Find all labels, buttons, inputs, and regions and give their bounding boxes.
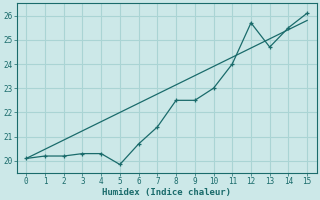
X-axis label: Humidex (Indice chaleur): Humidex (Indice chaleur) <box>102 188 231 197</box>
